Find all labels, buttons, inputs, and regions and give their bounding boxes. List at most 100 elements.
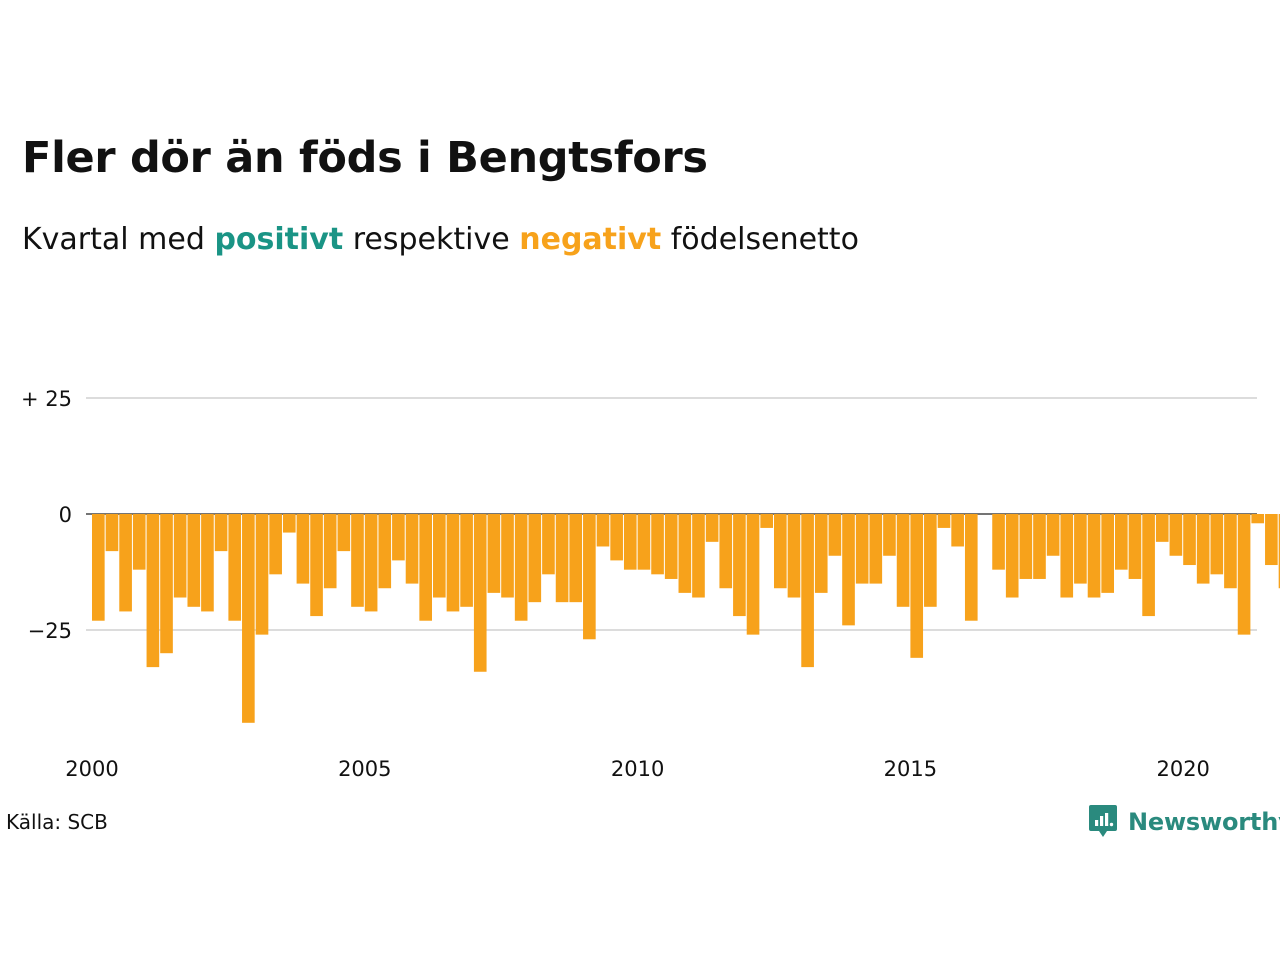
- bar-2003-q4: [296, 514, 310, 584]
- bar-2006-q1: [419, 514, 432, 621]
- bar-2001-q4: [187, 514, 201, 607]
- chart-subtitle: Kvartal med positivt respektive negativt…: [22, 222, 859, 257]
- bar-2000-q1: [92, 514, 105, 621]
- bar-2005-q1: [364, 514, 378, 612]
- bar-2015-q3: [937, 514, 951, 528]
- bar-2019-q3: [1155, 514, 1169, 542]
- bar-2008-q2: [542, 514, 555, 575]
- bar-layer: [92, 514, 1280, 723]
- bar-2014-q3: [883, 514, 896, 556]
- bar-2004-q4: [351, 514, 364, 607]
- x-tick-label: 2015: [884, 757, 937, 781]
- bar-2012-q2: [760, 514, 773, 528]
- bar-2011-q1: [692, 514, 705, 598]
- bar-2004-q3: [337, 514, 351, 552]
- bar-2007-q4: [514, 514, 528, 621]
- bar-2011-q3: [719, 514, 733, 589]
- bar-2008-q1: [528, 514, 542, 603]
- brand-name: Newsworthy: [1128, 808, 1280, 836]
- x-tick-label: 2010: [611, 757, 664, 781]
- bar-2004-q2: [323, 514, 337, 589]
- bar-2002-q2: [214, 514, 228, 552]
- bar-2005-q3: [392, 514, 405, 561]
- bar-2014-q1: [855, 514, 869, 584]
- bar-2003-q1: [255, 514, 269, 635]
- bar-2008-q3: [555, 514, 569, 603]
- y-tick-label: 0: [59, 503, 72, 527]
- bar-2000-q4: [132, 514, 146, 570]
- bar-2018-q1: [1074, 514, 1087, 584]
- y-tick-label: −25: [28, 619, 72, 643]
- bar-2012-q1: [746, 514, 760, 635]
- bar-2010-q4: [678, 514, 692, 593]
- bar-2003-q2: [269, 514, 282, 575]
- bar-2005-q4: [405, 514, 419, 584]
- bar-2017-q4: [1060, 514, 1074, 598]
- bar-2009-q2: [596, 514, 610, 547]
- bar-2016-q3: [992, 514, 1005, 570]
- x-tick-label: 2020: [1156, 757, 1209, 781]
- bar-2013-q2: [814, 514, 828, 593]
- bar-2014-q4: [896, 514, 910, 607]
- bar-2019-q1: [1128, 514, 1142, 579]
- bar-2003-q3: [282, 514, 296, 533]
- bar-2017-q3: [1046, 514, 1060, 556]
- bar-2021-q3: [1265, 514, 1278, 566]
- bar-2010-q3: [664, 514, 678, 579]
- bar-2005-q2: [378, 514, 392, 589]
- bar-2002-q4: [242, 514, 255, 723]
- axis-layer: + 25 0 −25 2000 2005 2010 2015 2020: [21, 387, 1210, 781]
- subtitle-suffix: födelsenetto: [670, 222, 859, 257]
- bar-2019-q2: [1142, 514, 1155, 617]
- subtitle-negative: negativt: [519, 222, 662, 257]
- bar-2015-q1: [910, 514, 924, 658]
- subtitle-prefix: Kvartal med: [22, 222, 205, 257]
- bar-2009-q3: [610, 514, 623, 561]
- bar-2006-q2: [433, 514, 446, 598]
- bar-2002-q1: [201, 514, 214, 612]
- bar-2007-q1: [473, 514, 487, 672]
- newsworthy-icon: [1089, 805, 1117, 837]
- bar-2011-q2: [705, 514, 719, 542]
- x-tick-label: 2005: [338, 757, 391, 781]
- bar-2004-q1: [310, 514, 323, 617]
- bar-2015-q2: [924, 514, 937, 607]
- subtitle-positive: positivt: [214, 222, 344, 257]
- brand-logo: Newsworthy: [1088, 804, 1280, 840]
- bar-2020-q4: [1224, 514, 1237, 589]
- bar-2021-q2: [1251, 514, 1265, 524]
- bar-2000-q3: [119, 514, 132, 612]
- bar-2010-q1: [637, 514, 651, 570]
- bar-2021-q1: [1237, 514, 1251, 635]
- bar-2013-q4: [842, 514, 855, 626]
- bar-2001-q3: [173, 514, 187, 598]
- subtitle-middle: respektive: [352, 222, 510, 257]
- bar-2016-q4: [1005, 514, 1019, 598]
- bar-2007-q2: [487, 514, 501, 593]
- bar-2019-q4: [1169, 514, 1183, 556]
- bar-chart: + 25 0 −25 2000 2005 2010 2015 2020: [21, 387, 1280, 781]
- bar-2020-q2: [1196, 514, 1210, 584]
- bar-2009-q1: [583, 514, 596, 640]
- bar-2010-q2: [651, 514, 664, 575]
- bar-2006-q3: [446, 514, 460, 612]
- bar-2020-q1: [1183, 514, 1196, 566]
- bar-2001-q2: [160, 514, 173, 654]
- bar-2016-q1: [964, 514, 978, 621]
- y-tick-label: + 25: [21, 387, 72, 411]
- bar-2012-q4: [787, 514, 801, 598]
- bar-2007-q3: [501, 514, 514, 598]
- bar-2017-q2: [1033, 514, 1046, 579]
- x-tick-label: 2000: [65, 757, 118, 781]
- bar-2008-q4: [569, 514, 583, 603]
- bar-2018-q4: [1115, 514, 1128, 570]
- bar-2011-q4: [733, 514, 746, 617]
- bar-2009-q4: [623, 514, 637, 570]
- bar-2012-q3: [774, 514, 787, 589]
- bar-2017-q1: [1019, 514, 1033, 579]
- bar-2018-q2: [1087, 514, 1101, 598]
- chart-title: Fler dör än föds i Bengtsfors: [22, 133, 708, 183]
- bar-2001-q1: [146, 514, 160, 668]
- bar-2013-q1: [801, 514, 814, 668]
- bar-2006-q4: [460, 514, 473, 607]
